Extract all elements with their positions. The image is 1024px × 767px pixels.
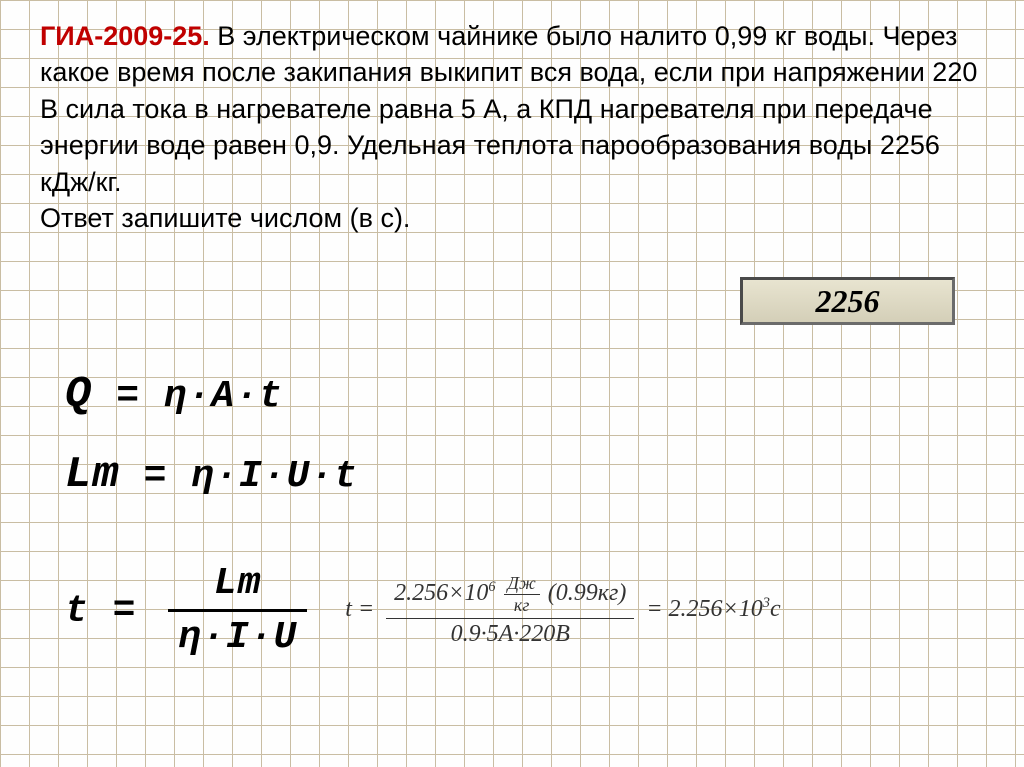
eq3b-num-exp: 6 xyxy=(488,579,495,595)
eq3b-unit-top: Дж xyxy=(504,573,540,595)
equation-1: Q = η·A·t xyxy=(65,370,283,418)
problem-text: ГИА-2009-25. В электрическом чайнике был… xyxy=(40,18,980,237)
eq3a-fraction: Lm η·I·U xyxy=(168,562,307,659)
eq2-lhs: Lm xyxy=(65,450,120,500)
eq3a-den: η·I·U xyxy=(168,612,307,659)
equals-sign: = xyxy=(358,596,380,622)
problem-prompt: Ответ запишите числом (в с). xyxy=(40,203,410,233)
eq3b-lhs: t xyxy=(345,596,352,622)
eq3a: t = Lm η·I·U xyxy=(65,562,315,659)
eq2-rhs: η·I·U·t xyxy=(191,455,358,498)
equals-sign: = xyxy=(144,455,192,498)
eq3b-fraction: 2.256×106 Дж кг (0.99кг) 0.9·5А·220В xyxy=(386,573,634,648)
eq3b-num-tail: (0.99кг) xyxy=(548,580,627,606)
eq1-rhs: η·A·t xyxy=(164,375,283,418)
eq3b-rhs-exp: 3 xyxy=(763,595,770,611)
equals-sign: = xyxy=(113,589,161,632)
answer-value: 2256 xyxy=(816,283,880,320)
eq3b-rhs-unit: c xyxy=(770,596,781,622)
eq3b-unit-frac: Дж кг xyxy=(504,573,540,616)
equals-sign: = xyxy=(646,596,668,622)
eq3b-unit-bot: кг xyxy=(504,595,540,616)
eq3b-num-coef: 2.256×10 xyxy=(394,580,488,606)
eq3a-lhs: t xyxy=(65,589,89,632)
eq3b-rhs-coef: 2.256×10 xyxy=(669,596,763,622)
eq1-lhs: Q xyxy=(65,370,92,420)
equation-3: t = Lm η·I·U t = 2.256×106 Дж кг (0.99кг… xyxy=(65,550,781,670)
eq3b-den: 0.9·5А·220В xyxy=(386,619,634,648)
eq3b-num: 2.256×106 Дж кг (0.99кг) xyxy=(386,573,634,619)
eq3b: t = 2.256×106 Дж кг (0.99кг) 0.9·5А·220В… xyxy=(345,573,780,648)
equation-2: Lm = η·I·U·t xyxy=(65,450,358,498)
eq3a-num: Lm xyxy=(168,562,307,612)
answer-box: 2256 xyxy=(740,277,955,325)
problem-title: ГИА-2009-25. xyxy=(40,21,210,51)
equals-sign: = xyxy=(116,375,164,418)
